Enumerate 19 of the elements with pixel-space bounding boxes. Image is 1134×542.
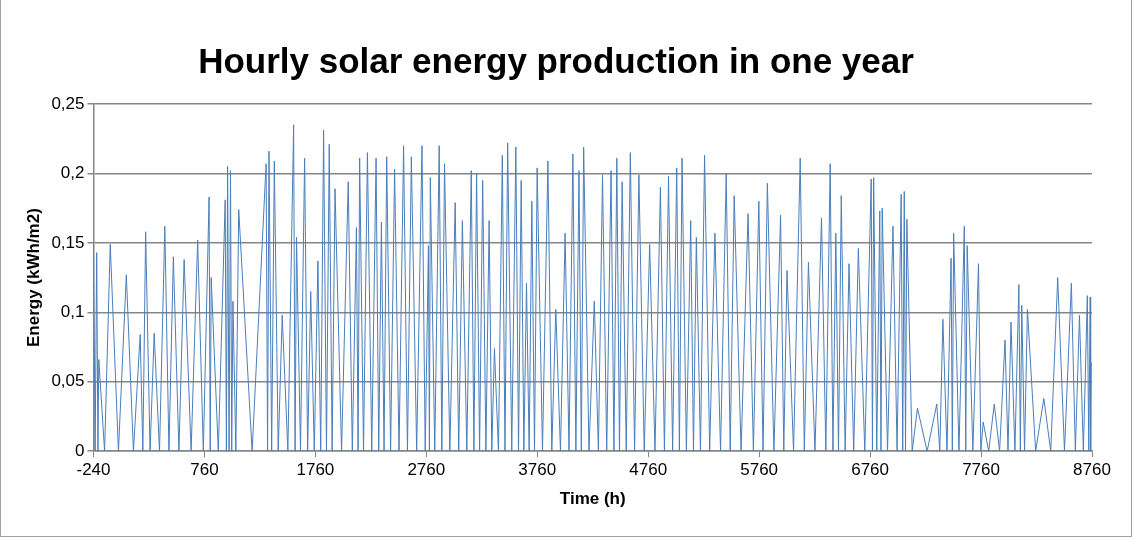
y-axis-title: Energy (kWh/m2): [23, 208, 43, 348]
y-tick-label: 0,25: [51, 93, 85, 113]
x-tick-label: 760: [190, 460, 219, 480]
x-tick-label: 7760: [962, 460, 1000, 480]
x-tick-label: 8760: [1073, 460, 1111, 480]
x-tick-label: -240: [76, 460, 111, 480]
y-tick-label: 0: [75, 440, 85, 460]
x-tick-label: 5760: [740, 460, 779, 480]
x-axis-title: Time (h): [559, 489, 626, 509]
chart-title: Hourly solar energy production in one year: [198, 40, 915, 80]
y-tick-label: 0,2: [60, 163, 85, 183]
x-tick-label: 3760: [518, 460, 557, 480]
x-tick-label: 4760: [629, 460, 668, 480]
x-tick-label: 6760: [851, 460, 890, 480]
x-tick-label: 1760: [296, 460, 335, 480]
y-tick-label: 0,05: [51, 371, 85, 391]
y-tick-label: 0,15: [51, 232, 85, 252]
y-tick-label: 0,1: [60, 302, 85, 322]
x-tick-label: 2760: [407, 460, 446, 480]
